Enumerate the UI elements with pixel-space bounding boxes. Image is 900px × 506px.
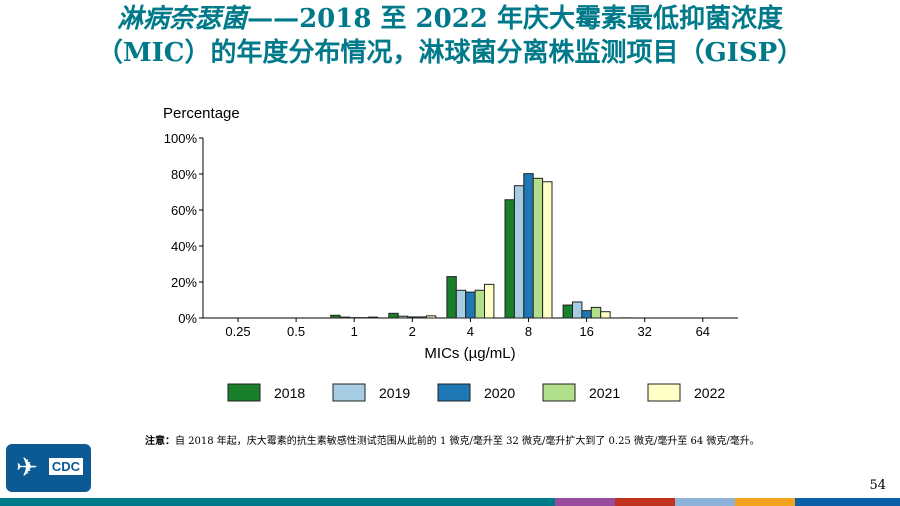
bar-2020-2 [407, 316, 418, 319]
legend-swatch-2021 [542, 383, 576, 402]
legend-label-2022: 2022 [694, 385, 725, 401]
bar-2022-2 [425, 315, 437, 319]
legend-label-2021: 2021 [589, 385, 620, 401]
legend-swatch-2020 [437, 383, 471, 402]
x-tick-label: 8 [525, 324, 532, 339]
note-text: 自 2018 年起，庆大霉素的抗生素敏感性测试范围从此前的 1 微克/毫升至 3… [175, 436, 760, 447]
bar-2019-16 [572, 301, 583, 319]
bar-2019-8 [513, 185, 525, 319]
bar-2022-16 [600, 311, 611, 319]
bar-2018-2 [388, 312, 399, 319]
bar-2018-4 [446, 276, 457, 319]
x-tick-label: 2 [409, 324, 416, 339]
legend-swatch-2019 [332, 383, 366, 402]
bar-2018-1 [330, 314, 341, 319]
mic-bar-chart: Percentage 0% 20% 40% 60% 80% 100% 0.25 0.5 1 2 4 8 1… [163, 105, 738, 402]
page-number: 54 [869, 478, 886, 493]
footer-strip-segment [615, 498, 675, 506]
bar-2019-4 [455, 289, 467, 319]
note-label: 注意： [145, 436, 175, 447]
footer-strip-segment [0, 498, 555, 506]
bar-2019-1 [339, 316, 351, 319]
legend-swatch-2022 [647, 383, 681, 402]
legend-label-2019: 2019 [379, 385, 410, 401]
title-line1: ——2018 至 2022 年庆大霉素最低抑菌浓度 [247, 4, 783, 34]
footer-strip-segment [675, 498, 735, 506]
title-line2: （MIC）的年度分布情况，淋球菌分离株监测项目（GISP） [96, 38, 804, 68]
y-tick-label: 60% [171, 203, 197, 218]
bar-2022-8 [542, 181, 553, 319]
bar-2018-16 [562, 304, 573, 319]
legend-swatch-2018 [227, 383, 261, 402]
y-tick-label: 0% [178, 311, 197, 326]
slide-title: 淋病奈瑟菌——2018 至 2022 年庆大霉素最低抑菌浓度 （MIC）的年度分… [0, 2, 900, 70]
bar-2020-8 [523, 173, 534, 319]
x-tick-label: 4 [467, 324, 474, 339]
bar-2022-4 [484, 283, 495, 319]
footnote: 注意：自 2018 年起，庆大霉素的抗生素敏感性测试范围从此前的 1 微克/毫升… [145, 434, 765, 449]
bar-2019-2 [397, 315, 409, 319]
cdc-logo-text: CDC [48, 458, 83, 475]
bar-2018-8 [504, 199, 515, 319]
legend-label-2018: 2018 [274, 385, 305, 401]
cdc-logo: ✈ CDC [6, 444, 91, 492]
y-tick-label: 20% [171, 275, 197, 290]
y-tick-label: 40% [171, 239, 197, 254]
bar-2020-16 [581, 310, 592, 319]
title-italic: 淋病奈瑟菌 [117, 4, 248, 34]
x-tick-label: 16 [579, 324, 593, 339]
footer-strip-segment [555, 498, 615, 506]
x-axis-title: MICs (µg/mL) [424, 345, 515, 362]
y-tick-label: 80% [171, 167, 197, 182]
y-tick-label: 100% [164, 131, 198, 146]
footer-color-strip [0, 498, 900, 506]
x-tick-label: 0.5 [287, 324, 305, 339]
bar-2021-2 [416, 316, 427, 319]
bar-2022-1 [367, 316, 379, 319]
legend-label-2020: 2020 [484, 385, 515, 401]
x-tick-label: 32 [637, 324, 651, 339]
x-tick-label: 1 [351, 324, 358, 339]
bar-2021-4 [474, 289, 486, 319]
hhs-eagle-icon: ✈ [16, 452, 38, 482]
x-tick-label: 64 [696, 324, 710, 339]
y-axis-title: Percentage [163, 105, 240, 122]
bar-2021-8 [532, 177, 544, 319]
x-tick-label: 0.25 [225, 324, 250, 339]
footer-strip-segment [735, 498, 795, 506]
bar-2020-4 [465, 291, 476, 319]
bar-2021-16 [590, 306, 602, 319]
footer-strip-segment [795, 498, 900, 506]
